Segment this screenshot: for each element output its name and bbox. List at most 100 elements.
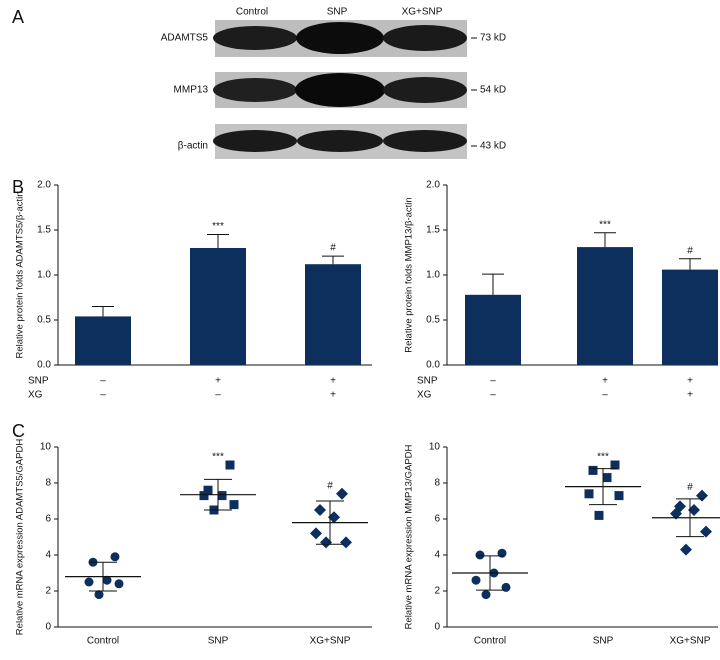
lane-label: Control: [236, 7, 268, 18]
band: [295, 73, 385, 107]
data-point: [614, 491, 624, 501]
error-bar: [92, 306, 114, 317]
x-tick-label: SNP: [593, 636, 614, 647]
data-point: [475, 550, 485, 560]
data-point: [225, 460, 235, 470]
error-bar: [207, 234, 229, 248]
significance-label: #: [330, 243, 336, 254]
data-point: [471, 575, 481, 585]
panel-label: B: [12, 177, 24, 197]
data-point: [217, 491, 227, 501]
treatment-mark: –: [490, 390, 496, 401]
treatment-name: XG: [28, 390, 43, 401]
y-tick-label: 0.0: [426, 360, 440, 371]
protein-label: β-actin: [178, 141, 208, 152]
y-tick-label: 4: [45, 550, 51, 561]
error-bar: [322, 255, 344, 265]
data-point: [199, 491, 209, 501]
data-point: [696, 489, 708, 502]
panel-label: C: [12, 421, 25, 441]
data-point: [229, 500, 239, 510]
data-point: [94, 590, 104, 600]
y-axis-label: Relative mRNA expression ADAMTS5/GAPDH: [15, 439, 26, 636]
y-axis-label: Relative protein folds MMP13/β-actin: [404, 197, 415, 352]
data-point: [700, 525, 712, 538]
data-point: [688, 504, 700, 516]
significance-label: ***: [599, 219, 611, 230]
y-tick-label: 0: [45, 622, 51, 633]
data-point: [674, 500, 686, 513]
lane-label: SNP: [327, 7, 348, 18]
x-tick-label: Control: [87, 636, 119, 647]
y-tick-label: 2: [45, 586, 51, 597]
data-point: [680, 543, 692, 556]
treatment-mark: +: [687, 376, 693, 387]
band: [383, 25, 467, 51]
treatment-mark: +: [330, 390, 336, 401]
treatment-mark: –: [490, 376, 496, 387]
bar: [465, 294, 521, 365]
significance-label: #: [687, 245, 693, 256]
sd-bar: [204, 478, 232, 511]
treatment-mark: +: [330, 376, 336, 387]
y-tick-label: 2.0: [37, 180, 51, 191]
error-bar: [482, 273, 504, 295]
data-point: [602, 473, 612, 483]
significance-label: ***: [212, 452, 224, 463]
y-axis-label: Relative protein folds ADAMTS5/β-actin: [15, 191, 26, 358]
y-tick-label: 0: [434, 622, 440, 633]
y-tick-label: 2.0: [426, 180, 440, 191]
band: [213, 78, 297, 102]
y-tick-label: 6: [434, 514, 440, 525]
sd-bar: [89, 561, 117, 592]
y-tick-label: 6: [45, 514, 51, 525]
band: [296, 22, 384, 54]
data-point: [320, 536, 332, 549]
significance-label: ***: [212, 221, 224, 232]
y-tick-label: 8: [434, 478, 440, 489]
data-point: [110, 552, 120, 562]
treatment-mark: +: [687, 390, 693, 401]
data-point: [114, 579, 124, 589]
treatment-mark: +: [602, 376, 608, 387]
sd-bar: [316, 500, 344, 545]
treatment-name: SNP: [28, 376, 49, 387]
western-blot: Control SNP XG+SNP ADAMTS5 MMP13 β-actin…: [161, 7, 506, 159]
data-point: [102, 575, 112, 585]
data-point: [84, 577, 94, 587]
treatment-name: XG: [417, 390, 432, 401]
y-tick-label: 0.5: [37, 315, 51, 326]
y-tick-label: 1.5: [426, 225, 440, 236]
y-tick-label: 1.0: [37, 270, 51, 281]
y-axis-label: Relative mRNA expression MMP13/GAPDH: [404, 444, 415, 629]
sd-bar: [476, 555, 504, 591]
data-point: [336, 487, 348, 500]
protein-label: MMP13: [174, 85, 209, 96]
significance-label: #: [687, 482, 693, 493]
x-tick-label: SNP: [208, 636, 229, 647]
bar: [305, 264, 361, 365]
sd-bar: [589, 468, 617, 506]
error-bar: [594, 232, 616, 248]
data-point: [584, 489, 594, 499]
treatment-name: SNP: [417, 376, 438, 387]
treatment-mark: +: [215, 376, 221, 387]
sd-bar: [676, 498, 704, 538]
panel-label: A: [12, 7, 24, 27]
data-point: [481, 590, 491, 600]
x-tick-label: Control: [474, 636, 506, 647]
x-tick-label: XG+SNP: [310, 636, 351, 647]
data-point: [340, 536, 352, 549]
y-tick-label: 0.0: [37, 360, 51, 371]
treatment-mark: –: [100, 376, 106, 387]
y-tick-label: 10: [40, 442, 52, 453]
y-tick-label: 0.5: [426, 315, 440, 326]
bar: [577, 247, 633, 365]
band: [213, 26, 297, 50]
treatment-mark: –: [215, 390, 221, 401]
significance-label: #: [327, 480, 333, 491]
bar: [75, 316, 131, 365]
data-point: [588, 465, 598, 475]
band: [213, 130, 297, 152]
